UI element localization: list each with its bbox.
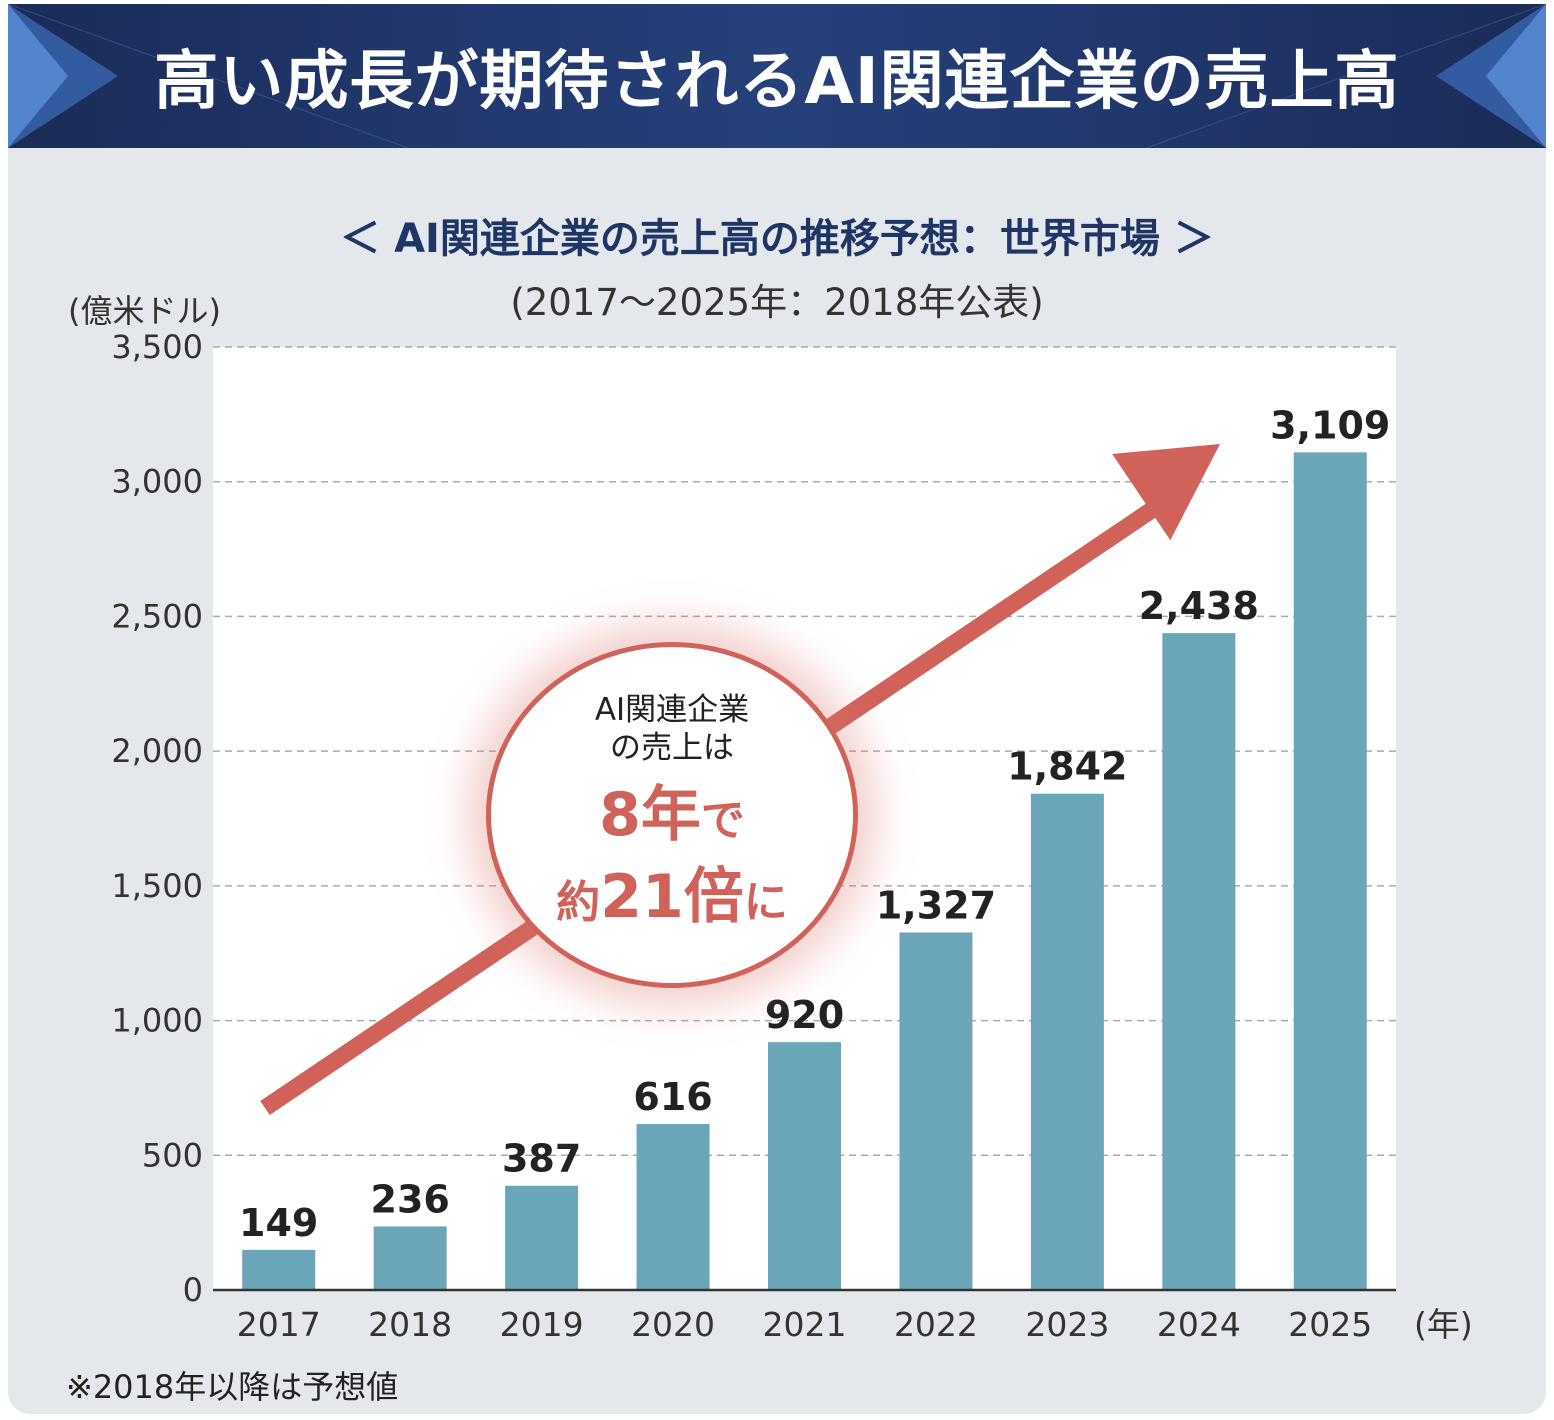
trend-arrow-head [1112, 444, 1220, 541]
data-label: 920 [765, 993, 844, 1037]
y-tick-label: 500 [142, 1136, 203, 1174]
data-label: 236 [371, 1177, 450, 1221]
x-tick-label: 2021 [763, 1305, 847, 1344]
bar [768, 1042, 841, 1290]
data-label: 1,327 [876, 883, 996, 927]
y-tick-label: 0 [183, 1271, 203, 1309]
x-tick-label: 2024 [1157, 1305, 1241, 1344]
x-tick-label: 2022 [894, 1305, 978, 1344]
callout-multiple-suffix: に [743, 877, 788, 928]
bar [899, 932, 973, 1290]
y-tick-label: 1,500 [111, 867, 203, 905]
header-decoration [8, 4, 1546, 148]
x-axis-label: (年) [1414, 1305, 1473, 1344]
header-banner: 高い成長が期待されるAI関連企業の売上高 [8, 4, 1546, 148]
bar [636, 1124, 710, 1290]
x-tick-label: 2025 [1288, 1305, 1372, 1344]
data-label: 387 [502, 1137, 581, 1181]
chart-title: ＜ AI関連企業の売上高の推移予想：世界市場 ＞ [340, 216, 1214, 262]
x-tick-label: 2023 [1025, 1305, 1109, 1344]
data-label: 149 [239, 1201, 318, 1245]
y-axis-label: (億米ドル) [68, 292, 221, 330]
data-label: 1,842 [1007, 745, 1127, 789]
chart-subtitle: (2017〜2025年：2018年公表) [510, 281, 1044, 324]
callout-years: 8年 [599, 780, 701, 850]
data-label: 3,109 [1270, 403, 1390, 447]
y-tick-label: 3,500 [111, 328, 203, 366]
chart-card: 高い成長が期待されるAI関連企業の売上高 ＜ AI関連企業の売上高の推移予想：世… [8, 4, 1546, 1414]
bar [1162, 633, 1236, 1290]
callout-highlight-1: 8年で [491, 785, 853, 845]
data-label: 2,438 [1139, 584, 1259, 628]
bar [373, 1226, 447, 1290]
y-tick-label: 1,000 [111, 1002, 203, 1040]
x-tick-label: 2018 [368, 1305, 452, 1344]
x-tick-label: 2017 [237, 1305, 321, 1344]
callout-years-suffix: で [700, 795, 745, 846]
y-tick-label: 2,500 [111, 597, 203, 635]
callout-approx: 約 [556, 877, 601, 928]
callout-line1: AI関連企業 [594, 692, 750, 728]
callout-highlight-2: 約21倍に [491, 867, 853, 927]
x-tick-label: 2020 [631, 1305, 715, 1344]
y-tick-label: 2,000 [111, 732, 203, 770]
footnote: ※2018年以降は予想値 [66, 1368, 399, 1406]
bar [1030, 793, 1104, 1290]
bar [505, 1185, 579, 1290]
callout-multiple: 21倍 [600, 862, 744, 932]
bar [242, 1249, 316, 1290]
bar [1293, 452, 1367, 1290]
data-label: 616 [633, 1075, 712, 1119]
x-tick-label: 2019 [500, 1305, 584, 1344]
callout-circle: AI関連企業 の売上は 8年で 約21倍に [486, 642, 858, 988]
callout-line2: の売上は [610, 730, 734, 766]
y-tick-label: 3,000 [111, 463, 203, 501]
main-title: 高い成長が期待されるAI関連企業の売上高 [154, 45, 1400, 119]
